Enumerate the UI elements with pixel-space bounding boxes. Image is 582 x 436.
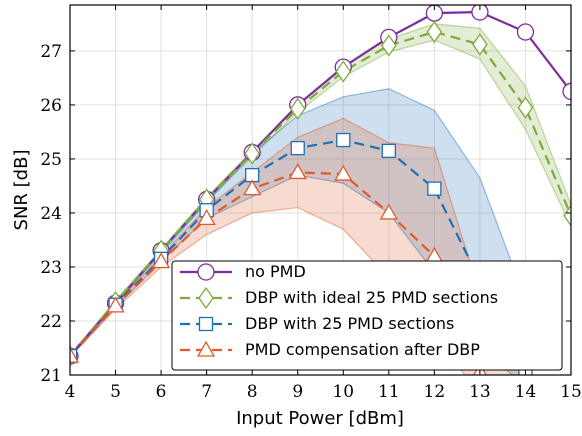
legend-label-dbp-25: DBP with 25 PMD sections [245, 314, 454, 333]
legend-sample-dbp-ideal [180, 286, 232, 310]
marker-no-pmd [471, 5, 489, 21]
marker-no-pmd [562, 82, 571, 101]
marker-dbp-with-ideal-25-pmd-sections [472, 33, 488, 56]
legend-label-pmd-comp: PMD compensation after DBP [245, 340, 480, 359]
marker-pmd-compensation-after-dbp [106, 296, 125, 313]
marker-dbp-with-25-pmd-sections [427, 181, 442, 196]
plot-frame [69, 4, 572, 376]
x-tick-label: 7 [201, 382, 212, 402]
marker-pmd-compensation-after-dbp [197, 209, 216, 226]
legend-box [171, 260, 563, 371]
marker-pmd-compensation-after-dbp [334, 164, 353, 181]
x-tick-label: 15 [560, 382, 582, 402]
marker-no-pmd [516, 23, 535, 41]
marker-pmd-compensation-after-dbp [379, 203, 398, 220]
legend-marker [196, 340, 216, 357]
marker-pmd-compensation-after-dbp [288, 163, 307, 180]
x-tick-label: 12 [424, 382, 446, 402]
y-tick-label: 25 [40, 150, 62, 170]
y-axis-label: SNR [dB] [11, 150, 32, 231]
series-markers [70, 5, 571, 375]
legend-entry-dbp-25: DBP with 25 PMD sections [180, 314, 454, 333]
y-tick-label: 26 [40, 96, 62, 116]
legend-marker [197, 263, 215, 281]
legend-marker [198, 286, 214, 310]
x-axis-label: Input Power [dBm] [236, 408, 404, 429]
legend-marker [198, 316, 214, 332]
x-tick-label: 6 [156, 382, 167, 402]
x-tick-label: 4 [65, 382, 76, 402]
band-dbp-with-25-pmd-sections [70, 88, 527, 375]
marker-dbp-with-ideal-25-pmd-sections [517, 96, 534, 119]
marker-dbp-with-ideal-25-pmd-sections [563, 204, 571, 227]
marker-dbp-with-25-pmd-sections [381, 143, 396, 158]
y-tick-label: 21 [40, 366, 62, 386]
legend-entry-no-pmd: no PMD [180, 262, 306, 281]
legend-sample-pmd-comp [180, 340, 232, 357]
y-tick-label: 27 [40, 42, 62, 62]
legend-label-dbp-ideal: DBP with ideal 25 PMD sections [245, 288, 498, 307]
marker-dbp-with-25-pmd-sections [336, 132, 351, 148]
x-tick-label: 14 [515, 382, 537, 402]
y-tick-label: 22 [40, 312, 62, 332]
x-tick-label: 11 [378, 382, 400, 402]
band-pmd-compensation-after-dbp [70, 117, 527, 375]
marker-pmd-compensation-after-dbp [151, 252, 171, 269]
legend: no PMD DBP with ideal 25 PMD sections DB… [171, 260, 563, 371]
marker-dbp-with-ideal-25-pmd-sections [426, 20, 443, 44]
x-tick-label: 9 [292, 382, 303, 402]
x-tick-label: 5 [110, 382, 121, 402]
y-tick-label: 24 [40, 204, 62, 224]
marker-dbp-with-ideal-25-pmd-sections [244, 142, 260, 165]
x-tick-label: 13 [469, 382, 491, 402]
legend-sample-dbp-25 [180, 316, 232, 332]
legend-entry-pmd-comp: PMD compensation after DBP [180, 340, 480, 359]
marker-pmd-compensation-after-dbp [243, 179, 262, 196]
legend-sample-no-pmd [180, 263, 232, 281]
x-tick-label: 10 [332, 382, 354, 402]
y-tick-label: 23 [40, 258, 62, 278]
y-tick-labels: 21 22 23 24 25 26 27 [40, 42, 571, 386]
legend-label-no-pmd: no PMD [245, 262, 306, 281]
marker-dbp-with-ideal-25-pmd-sections [289, 97, 306, 120]
marker-dbp-with-ideal-25-pmd-sections [335, 60, 352, 83]
marker-dbp-with-ideal-25-pmd-sections [381, 34, 397, 57]
x-tick-label: 8 [247, 382, 258, 402]
legend-entry-dbp-ideal: DBP with ideal 25 PMD sections [180, 286, 498, 310]
x-tick-labels: 4 5 6 7 8 9 10 11 12 13 14 15 [65, 5, 582, 402]
marker-pmd-compensation-after-dbp [70, 346, 80, 363]
marker-dbp-with-25-pmd-sections [290, 140, 305, 156]
